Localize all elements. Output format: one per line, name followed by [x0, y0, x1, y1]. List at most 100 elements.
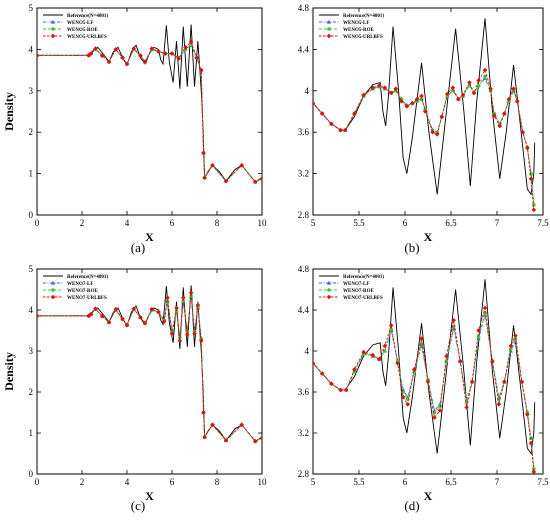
series-marker-3 [202, 175, 207, 181]
legend-marker-1 [51, 280, 55, 285]
series-marker-3 [445, 91, 450, 97]
series-line-0 [37, 24, 262, 183]
y-tick-label: 2 [29, 127, 34, 137]
series-marker-3 [162, 51, 168, 56]
panel-caption: (b) [404, 240, 420, 255]
y-tick-label: 3.2 [298, 428, 309, 438]
series-line-0 [313, 279, 536, 455]
series-marker-3 [410, 100, 415, 106]
x-tick-label: 10 [258, 477, 268, 487]
series-line-1 [37, 44, 262, 183]
series-marker-3 [531, 469, 537, 474]
series-marker-3 [430, 129, 435, 135]
series-marker-3 [414, 96, 420, 102]
legend-marker-2 [327, 288, 331, 292]
series-marker-3 [313, 100, 316, 106]
series-marker-3 [113, 47, 119, 52]
plot-frame [312, 7, 544, 216]
y-tick-label: 4 [29, 305, 34, 315]
series-marker-3 [239, 163, 245, 168]
x-tick-label: 8 [215, 477, 220, 487]
plot-frame [312, 268, 544, 475]
x-tick-label: 0 [35, 218, 40, 228]
series-marker-3 [469, 379, 475, 385]
series-marker-3 [528, 440, 534, 446]
series-line-3 [313, 69, 535, 210]
series-marker-3 [37, 313, 40, 319]
series-marker-2 [382, 349, 387, 353]
y-tick-label: 3.2 [298, 169, 309, 179]
series-marker-3 [239, 422, 245, 428]
legend-label: Reference(N=4001) [343, 275, 384, 280]
x-tick-label: 2 [80, 218, 85, 228]
series-marker-3 [471, 90, 477, 96]
x-tick-label: 4 [125, 477, 130, 487]
y-tick-label: 5 [29, 3, 34, 13]
series-marker-3 [457, 358, 463, 364]
series-marker-3 [496, 402, 502, 407]
x-tick-label: 7.5 [537, 218, 549, 228]
y-tick-label: 1 [29, 169, 34, 179]
series-marker-3 [343, 387, 349, 393]
series-marker-2 [444, 359, 449, 364]
series-marker-3 [361, 92, 366, 98]
series-marker-3 [482, 67, 488, 73]
series-marker-3 [439, 114, 445, 119]
legend-label: WENO7-URLBFS [67, 296, 107, 301]
series-marker-3 [400, 394, 406, 400]
x-tick-label: 5 [311, 477, 316, 487]
y-tick-label: 4.8 [298, 264, 310, 274]
series-marker-3 [490, 358, 495, 364]
series-marker-3 [437, 408, 443, 413]
series-marker-3 [201, 410, 206, 415]
series-marker-3 [502, 379, 507, 385]
y-tick-label: 2.8 [298, 469, 310, 479]
x-tick-label: 7 [495, 477, 500, 487]
y-tick-label: 3 [29, 86, 34, 96]
legend-marker-3 [326, 33, 332, 39]
series-marker-2 [532, 202, 536, 207]
x-tick-label: 6 [170, 477, 175, 487]
series-marker-3 [444, 353, 449, 359]
series-marker-3 [177, 338, 183, 344]
series-marker-3 [411, 367, 417, 372]
series-marker-3 [419, 93, 424, 99]
y-tick-label: 2.8 [298, 210, 310, 220]
series-marker-3 [180, 295, 186, 300]
plot-frame [36, 268, 263, 475]
series-marker-2 [483, 74, 487, 79]
series-marker-3 [450, 85, 456, 90]
y-tick-label: 0 [29, 469, 34, 479]
series-marker-3 [482, 305, 488, 311]
y-tick-label: 5 [29, 264, 34, 274]
panel-caption: (d) [404, 498, 420, 513]
x-tick-label: 7.5 [537, 477, 549, 487]
series-line-0 [37, 285, 262, 442]
series-marker-3 [192, 331, 197, 337]
legend-label: WENO5-URLBFS [67, 35, 107, 40]
legend-label: WENO5-URLBFS [343, 35, 383, 40]
legend-label: WENO7-ROE [343, 289, 375, 294]
series-marker-3 [142, 59, 148, 65]
series-line-3 [313, 307, 535, 472]
series-marker-3 [223, 178, 229, 184]
series-marker-2 [438, 404, 442, 409]
series-marker-3 [210, 163, 215, 168]
series-marker-3 [329, 121, 334, 127]
x-tick-label: 4 [125, 218, 130, 228]
series-marker-3 [201, 150, 206, 156]
series-marker-3 [497, 123, 503, 129]
x-tick-label: 5.5 [353, 477, 365, 487]
y-tick-label: 1 [29, 428, 34, 438]
x-tick-label: 7 [495, 218, 500, 228]
series-marker-2 [529, 171, 533, 176]
series-marker-3 [476, 328, 481, 333]
legend-marker-2 [51, 288, 55, 292]
series-line-1 [313, 77, 535, 205]
series-marker-3 [138, 315, 143, 320]
x-tick-label: 0 [35, 477, 40, 487]
series-marker-2 [476, 83, 481, 88]
series-marker-3 [491, 113, 497, 118]
series-marker-3 [169, 51, 175, 56]
legend-label: Reference(N=4001) [67, 275, 108, 280]
